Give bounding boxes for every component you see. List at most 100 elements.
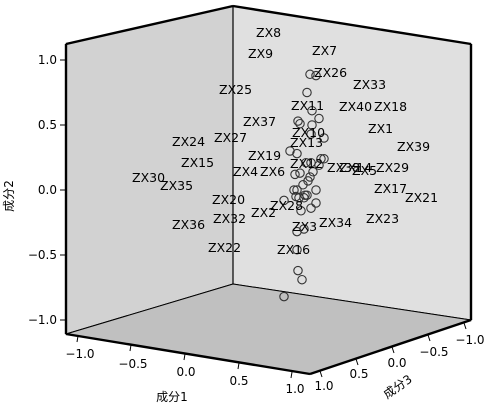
z-tick-label: −0.5 xyxy=(419,345,448,359)
data-point xyxy=(292,148,302,159)
data-point xyxy=(289,185,299,195)
x-tick-label: 0.5 xyxy=(229,374,248,388)
point-label: ZX10 xyxy=(292,125,325,140)
point-label: ZX3 xyxy=(292,219,317,234)
point-label: ZX5 xyxy=(352,163,377,178)
x-tick-label: −0.5 xyxy=(118,357,147,371)
point-label: ZX39 xyxy=(397,139,430,154)
y-tick-label: 1.0 xyxy=(38,53,57,67)
point-label: ZX18 xyxy=(374,99,407,114)
data-point xyxy=(299,193,309,203)
data-point xyxy=(279,195,289,206)
z-tick-label: 0.5 xyxy=(349,367,368,381)
point-label: ZX23 xyxy=(366,211,399,226)
point-label: ZX4 xyxy=(233,164,258,179)
data-point xyxy=(293,265,303,276)
point-label: ZX11 xyxy=(291,98,324,113)
x-axis-title: 成分1 xyxy=(156,390,188,404)
point-label: ZX36 xyxy=(172,217,205,232)
point-label: ZX24 xyxy=(172,134,205,149)
point-label: ZX32 xyxy=(213,211,246,226)
x-tick-label: 0.0 xyxy=(176,365,195,379)
point-label: ZX27 xyxy=(214,130,247,145)
point-label: ZX37 xyxy=(243,114,276,129)
point-label: ZX40 xyxy=(339,99,372,114)
z-tick xyxy=(427,334,431,342)
x-tick xyxy=(237,362,240,370)
data-point xyxy=(296,206,306,216)
point-label: ZX1 xyxy=(368,121,393,136)
z-tick-label: 1.0 xyxy=(314,379,333,393)
x-tick xyxy=(76,335,79,343)
point-label: ZX7 xyxy=(312,43,337,58)
point-label: ZX2 xyxy=(251,205,276,220)
z-tick xyxy=(391,346,395,354)
data-point xyxy=(319,133,329,143)
y-tick-label: −0.5 xyxy=(28,248,57,262)
z-axis: 1.0 0.5 0.0 −0.5 −1.0 成分3 xyxy=(314,322,485,402)
point-label: ZX15 xyxy=(181,155,214,170)
data-point xyxy=(314,113,324,124)
x-tick xyxy=(290,371,293,379)
data-point xyxy=(301,157,311,168)
x-tick xyxy=(183,353,186,361)
data-point xyxy=(302,190,312,200)
data-point xyxy=(314,160,324,171)
frame-edge-right xyxy=(309,318,472,376)
x-axis: −1.0 −0.5 0.0 0.5 1.0 成分1 xyxy=(65,335,305,404)
data-point xyxy=(285,146,295,156)
points-group xyxy=(279,69,329,302)
data-point xyxy=(307,120,317,130)
data-point xyxy=(302,87,312,98)
point-label: ZX21 xyxy=(405,190,438,205)
y-tick-label: 0.0 xyxy=(38,183,57,197)
point-label: ZX20 xyxy=(212,192,245,207)
point-label: ZX17 xyxy=(374,181,407,196)
data-point xyxy=(299,224,309,234)
z-axis-title: 成分3 xyxy=(381,372,415,402)
z-tick-label: −1.0 xyxy=(455,333,484,347)
y-axis: 1.0 0.5 0.0 −0.5 −1.0 成分2 xyxy=(2,53,66,327)
point-label: ZX14 xyxy=(339,160,372,175)
z-tick xyxy=(463,322,467,330)
y-axis-title: 成分2 xyxy=(2,180,16,212)
point-label: ZX22 xyxy=(208,240,241,255)
data-point xyxy=(297,274,307,285)
data-point xyxy=(311,185,321,195)
y-tick-label: −1.0 xyxy=(28,313,57,327)
data-point xyxy=(295,168,305,178)
data-point xyxy=(311,198,321,208)
point-label: ZX13 xyxy=(290,135,323,150)
data-point xyxy=(311,70,321,81)
data-point xyxy=(292,226,302,237)
z-tick xyxy=(319,370,323,378)
x-tick-label: 1.0 xyxy=(285,382,304,396)
point-label: ZX19 xyxy=(248,148,281,163)
data-point xyxy=(293,116,303,126)
point-label: ZX16 xyxy=(277,242,310,257)
data-point xyxy=(306,129,316,139)
frame-edge-top-right xyxy=(232,4,472,46)
data-point xyxy=(279,291,289,302)
point-label: ZX30 xyxy=(132,170,165,185)
point-label: ZX25 xyxy=(219,82,252,97)
z-tick xyxy=(355,358,359,366)
data-point xyxy=(316,154,326,164)
frame-edge-top-left xyxy=(65,4,234,46)
point-label: ZX9 xyxy=(248,46,273,61)
point-label: ZX8 xyxy=(256,25,281,40)
data-point xyxy=(307,105,317,116)
x-tick-label: −1.0 xyxy=(65,347,94,361)
point-label: ZX28 xyxy=(270,198,303,213)
y-tick-label: 0.5 xyxy=(38,118,57,132)
point-labels-group: ZX8 ZX9 ZX7 ZX26 ZX25 ZX33 ZX11 ZX40 ZX18 ZX37 ZX1… xyxy=(132,25,438,257)
point-label: ZX29 xyxy=(376,160,409,175)
point-label: ZX38 xyxy=(327,160,360,175)
data-point xyxy=(295,118,305,129)
data-point xyxy=(292,245,302,255)
point-label: ZX26 xyxy=(314,65,347,80)
data-point xyxy=(290,169,300,180)
point-label: ZX34 xyxy=(319,215,352,230)
frame-edge-left xyxy=(65,332,311,376)
